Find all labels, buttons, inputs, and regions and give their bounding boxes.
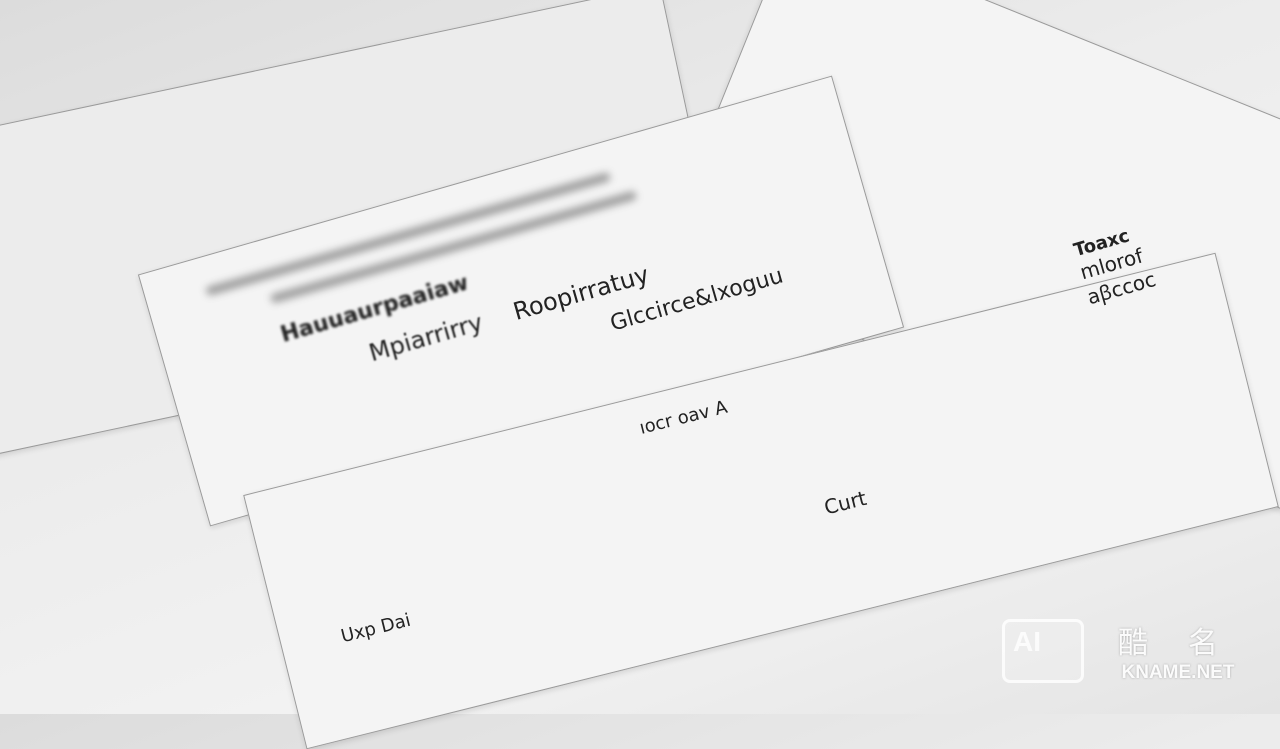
watermark-logo: AI	[1002, 619, 1084, 683]
form-label: ıocr oav A	[637, 396, 730, 439]
form-label: Curt	[821, 485, 869, 520]
form-label: Uxp Dai	[338, 609, 413, 648]
watermark-chinese: 酷名	[1118, 627, 1258, 660]
watermark: AI 酷名 KNAME.NET	[1002, 618, 1258, 684]
watermark-site: KNAME.NET	[1121, 662, 1235, 683]
